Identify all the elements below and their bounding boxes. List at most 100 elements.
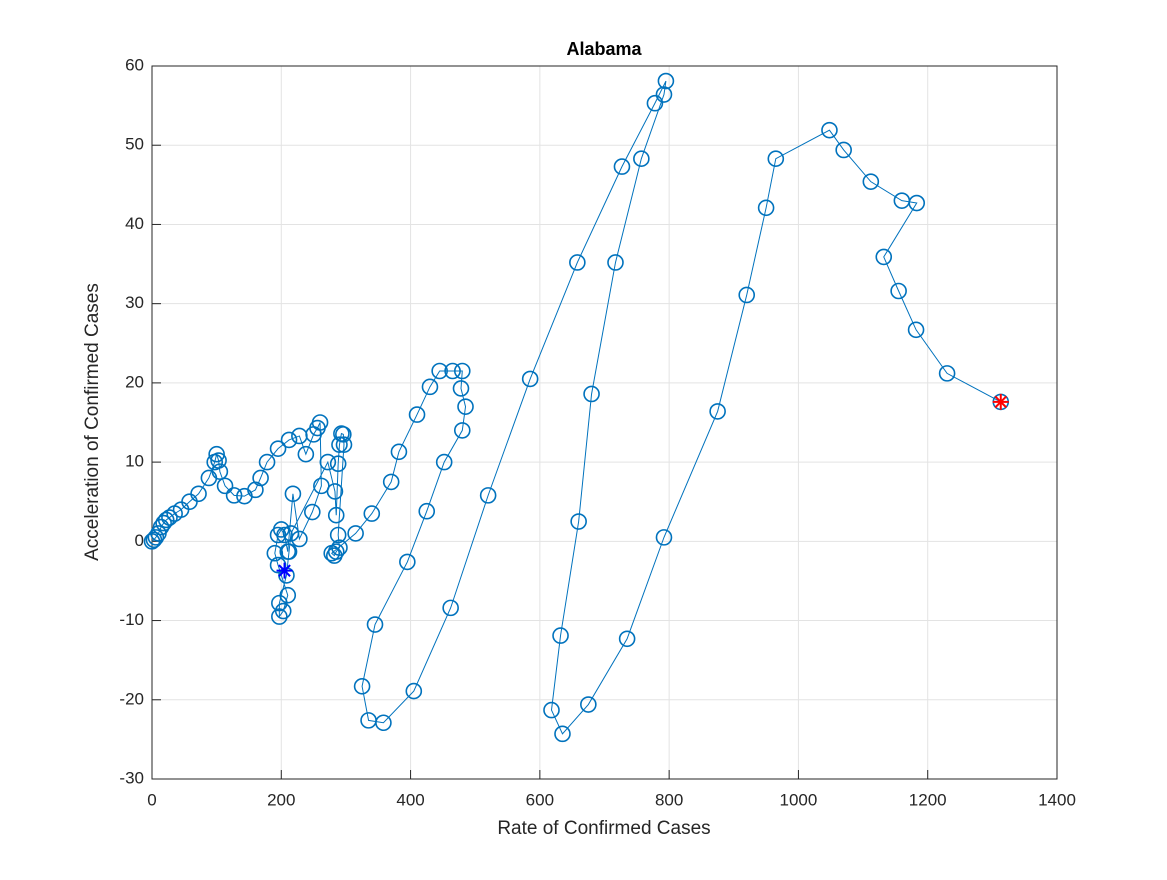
data-line [151,80,1001,735]
y-tick-label: 40 [125,214,144,233]
data-point [323,544,341,562]
x-tick-label: 1400 [1038,790,1076,809]
data-point [405,682,423,700]
data-point [366,616,384,633]
data-point [155,514,172,532]
data-point [375,714,392,732]
data-point [543,701,560,719]
data-point [418,502,436,520]
data-point [329,526,347,544]
data-point [331,436,348,453]
y-tick-label: 10 [125,452,144,471]
data-point [655,529,673,546]
data-point [907,321,925,339]
x-tick-label: 1200 [909,790,947,809]
data-point [271,608,288,625]
star-marker [276,562,293,579]
data-point [613,158,631,175]
x-tick-label: 200 [267,790,295,809]
data-point [269,556,287,574]
data-point [335,436,353,453]
x-tick-label: 400 [396,790,424,809]
y-tick-label: -10 [119,610,144,629]
data-point [875,248,893,266]
data-point [757,199,775,217]
data-point [353,678,371,695]
data-point [890,282,907,300]
data-point [147,529,165,546]
data-point [210,452,227,469]
data-point [569,254,586,271]
x-axis-label: Rate of Confirmed Cases [497,818,710,839]
data-point [453,362,471,380]
data-point [297,445,315,463]
x-tick-label: 0 [147,790,156,809]
data-point [271,594,288,612]
data-point [655,86,673,103]
data-point [835,141,852,159]
data-point [284,485,302,503]
data-point [633,150,650,167]
data-point [435,453,453,471]
data-point [399,553,416,571]
data-point [291,530,308,548]
data-point [258,453,276,471]
data-point [583,385,600,403]
data-point [327,506,345,524]
data-point [570,513,587,530]
data-point [282,525,300,542]
data-point [216,477,234,495]
data-point [821,121,838,139]
y-axis-label: Acceleration of Confirmed Cases [82,283,103,561]
data-point [657,72,675,90]
y-tick-label: 30 [125,293,144,312]
data-point [421,378,439,396]
data-point [444,362,461,380]
data-point [554,725,571,743]
data-point [157,511,175,529]
y-tick-label: 0 [135,531,144,550]
y-tick-label: 20 [125,372,144,391]
data-point [453,422,471,439]
data-point [908,194,926,212]
x-tick-label: 1000 [780,790,818,809]
data-point [319,453,337,471]
data-point [311,414,329,431]
data-point [390,443,408,461]
data-point [552,627,569,644]
data-point [211,463,229,480]
data-point [252,469,269,487]
data-point [225,487,243,504]
data-point [335,426,352,443]
data-point [938,365,956,382]
data-point [280,431,298,449]
data-point [646,94,664,112]
data-point [607,254,624,271]
data-point [709,403,726,420]
data-point [767,150,785,167]
data-point [347,525,364,542]
data-point [269,440,287,457]
axes-box [151,65,1058,780]
data-point [442,599,459,617]
data-point [329,455,347,472]
data-point [457,398,474,415]
data-point [618,630,636,648]
star-marker [992,393,1009,410]
y-tick-label: -30 [119,768,144,787]
data-point [363,505,381,522]
data-point [521,370,539,388]
chart-title: Alabama [566,39,642,59]
data-point [280,543,298,560]
data-point [208,445,225,463]
y-tick-label: 60 [125,55,144,74]
data-point [304,503,321,521]
data-point [190,485,207,503]
x-tick-label: 800 [655,790,683,809]
data-point [738,286,756,304]
y-tick-label: 50 [125,135,144,154]
data-point [580,696,597,713]
data-point [431,362,448,380]
